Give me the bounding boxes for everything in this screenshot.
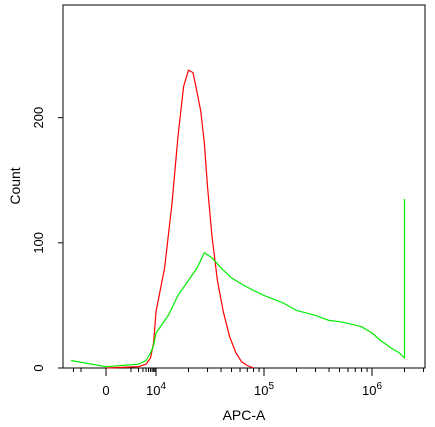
x-tick-label: 0 [102,383,109,398]
plot-frame [62,4,426,369]
y-tick-label: 0 [31,364,46,371]
y-tick-label: 100 [31,232,46,254]
histogram-series-1 [105,69,254,369]
x-tick-label: 105 [254,381,274,398]
y-tick-label: 200 [31,107,46,129]
series-layer [70,69,406,369]
x-axis: 0 104 105 106 [72,368,425,398]
y-axis-title: Count [7,167,23,204]
x-tick-label: 104 [146,381,166,398]
x-tick-label: 106 [362,381,382,398]
y-axis: 0 100 200 [31,107,63,372]
histogram-series-2 [70,199,406,368]
x-axis-title: APC-A [223,407,266,423]
